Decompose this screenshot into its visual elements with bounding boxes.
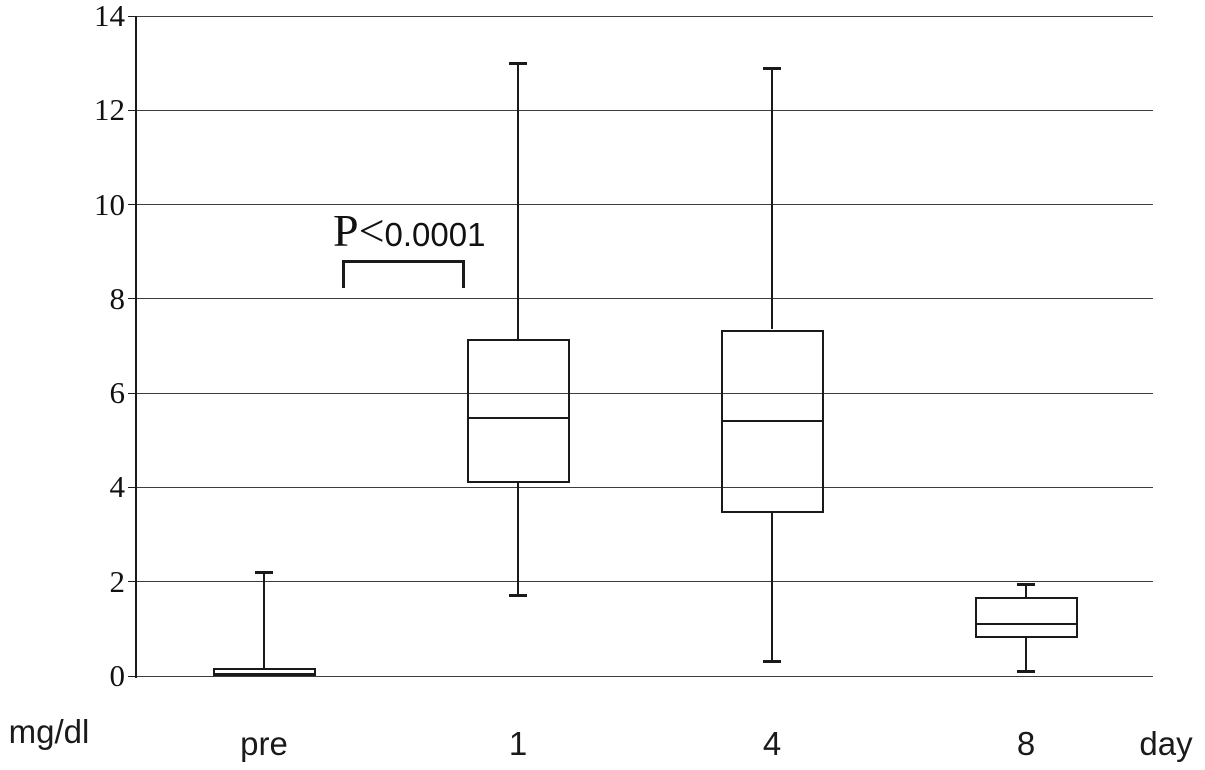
x-unit-label: day — [1139, 725, 1193, 762]
lower-whisker-line — [517, 482, 519, 596]
gridline — [137, 298, 1153, 300]
y-axis-line — [135, 16, 137, 678]
gridline — [137, 109, 1153, 111]
upper-whisker-line — [517, 63, 519, 339]
y-tick-label: 2 — [109, 563, 126, 599]
median-line — [720, 420, 824, 423]
box-iqr — [974, 596, 1078, 639]
y-unit-label: mg/dl — [8, 713, 90, 750]
median-line — [212, 672, 316, 675]
upper-whisker-cap — [1017, 583, 1035, 587]
upper-whisker-cap — [255, 571, 273, 575]
gridline — [137, 392, 1153, 394]
significance-annotation: P< 0.0001 — [333, 208, 485, 254]
y-axis-tick — [128, 298, 137, 300]
y-tick-label: 14 — [94, 0, 125, 33]
lower-whisker-cap — [1017, 670, 1035, 674]
y-axis-tick — [128, 486, 137, 488]
p-value-prefix: P< — [333, 205, 385, 256]
lower-whisker-line — [1025, 638, 1027, 673]
y-axis-tick — [128, 204, 137, 206]
y-axis-tick — [128, 392, 137, 394]
plot-area: P< 0.0001 0 2 4 6 8 10 12 14 — [94, 0, 1153, 692]
p-value-number: 0.0001 — [384, 216, 486, 253]
category-label: 4 — [762, 725, 782, 762]
y-axis-tick — [128, 15, 137, 17]
median-line — [466, 416, 570, 419]
box-iqr — [212, 667, 316, 676]
median-line — [974, 623, 1078, 626]
upper-whisker-line — [263, 572, 265, 668]
box-iqr — [466, 338, 570, 483]
upper-whisker-line — [1025, 584, 1027, 597]
category-label: pre — [240, 725, 288, 762]
y-axis-tick — [128, 581, 137, 583]
gridline — [137, 675, 1153, 677]
category-label: 8 — [1016, 725, 1036, 762]
upper-whisker-cap — [763, 66, 781, 70]
lower-whisker-cap — [509, 593, 527, 597]
y-axis-tick — [128, 109, 137, 111]
upper-whisker-cap — [509, 62, 527, 66]
upper-whisker-line — [771, 67, 773, 330]
category-label: 1 — [508, 725, 528, 762]
y-tick-label: 4 — [109, 469, 126, 505]
lower-whisker-cap — [763, 659, 781, 663]
y-tick-label: 8 — [109, 280, 126, 316]
y-tick-label: 0 — [109, 658, 126, 693]
gridline — [137, 204, 1153, 206]
y-axis-tick — [128, 675, 137, 677]
gridline — [137, 486, 1153, 488]
gridline — [137, 15, 1153, 17]
y-tick-label: 10 — [94, 186, 125, 222]
y-tick-label: 6 — [109, 375, 126, 411]
significance-bracket — [342, 260, 465, 288]
gridline — [137, 581, 1153, 583]
y-tick-label: 12 — [94, 92, 125, 128]
lower-whisker-line — [771, 513, 773, 662]
